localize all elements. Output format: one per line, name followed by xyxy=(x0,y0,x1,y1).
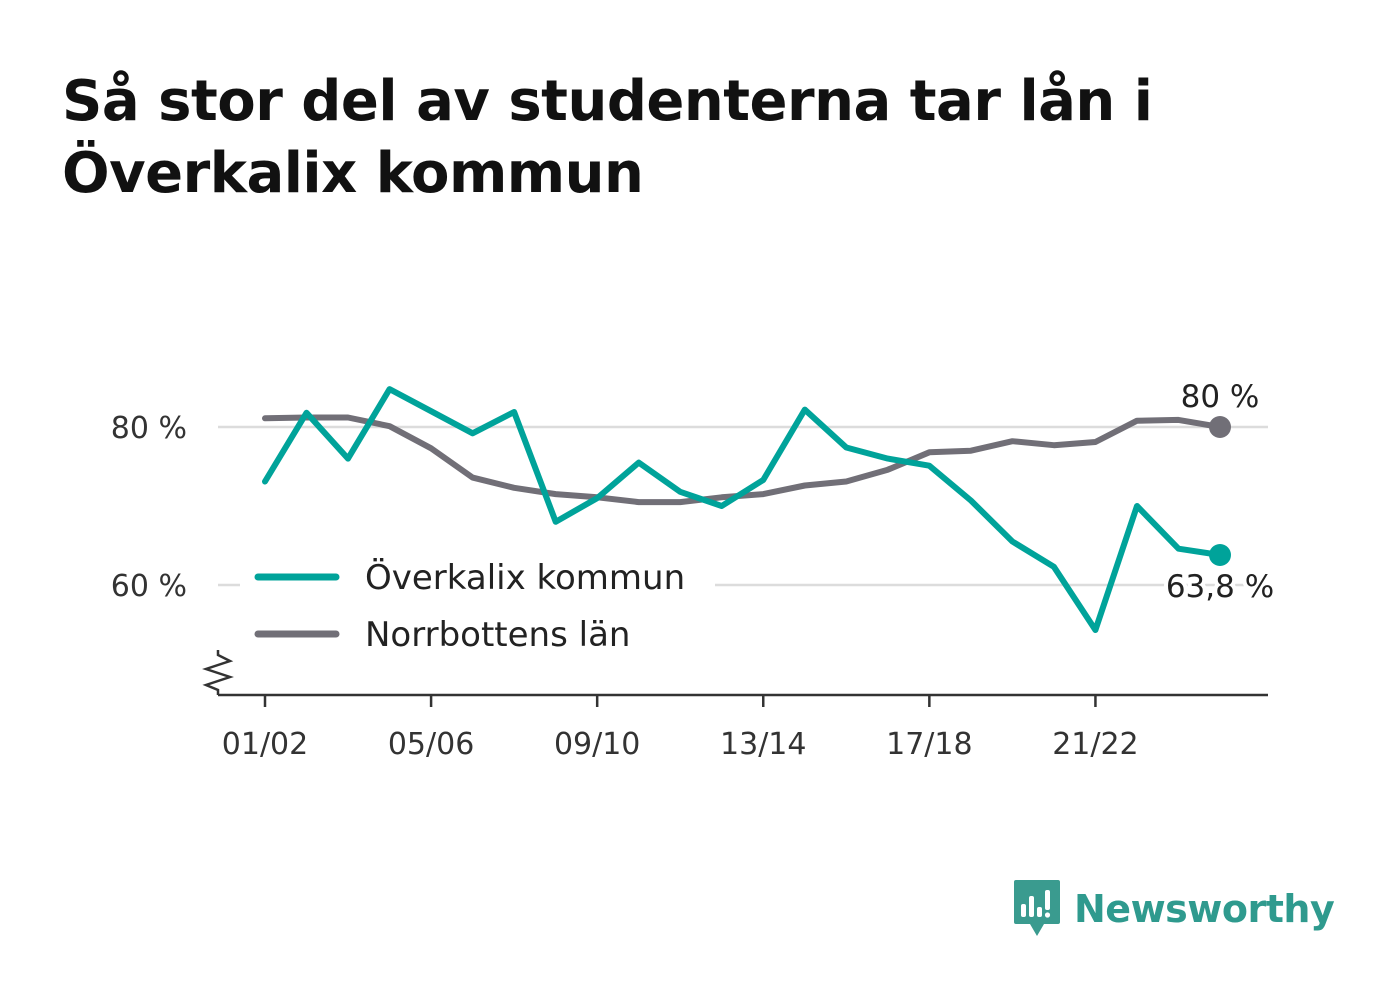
x-tick-label: 17/18 xyxy=(886,727,972,762)
series-lines xyxy=(262,386,1223,633)
legend-label-overkalix: Överkalix kommun xyxy=(365,557,685,598)
chart-title: Så stor del av studenterna tar lån i Öve… xyxy=(62,69,1153,206)
y-tick-labels: 60 % 80 % xyxy=(111,411,187,604)
end-label-halo: 63,8 % xyxy=(1166,569,1274,605)
newsworthy-logo: Newsworthy xyxy=(1012,878,1335,940)
end-marker-overkalix xyxy=(1209,543,1231,566)
y-tick-label: 60 % xyxy=(111,569,187,604)
newsworthy-chart-bubble-icon xyxy=(1014,880,1060,936)
x-axis: 01/02 05/06 09/10 13/14 17/18 21/22 xyxy=(202,650,1268,762)
x-tick-label: 21/22 xyxy=(1052,727,1138,762)
end-label-overkalix: 63,8 % xyxy=(1166,569,1274,605)
end-label-halo: 80 % xyxy=(1181,379,1260,415)
series-line-overkalix xyxy=(262,386,1223,633)
legend-label-norrbotten: Norrbottens län xyxy=(365,615,630,655)
x-tick-label: 09/10 xyxy=(554,727,640,762)
x-tick-label: 05/06 xyxy=(388,727,474,762)
x-tick-label: 13/14 xyxy=(720,727,806,762)
end-label-norrbotten: 80 % xyxy=(1181,379,1260,415)
y-axis-break xyxy=(202,650,234,695)
legend: Överkalix kommun Norrbottens län xyxy=(240,550,715,660)
y-tick-label: 80 % xyxy=(111,411,187,446)
brand-name: Newsworthy xyxy=(1074,887,1335,931)
legend-background xyxy=(240,550,715,660)
x-tick-label: 01/02 xyxy=(222,727,308,762)
end-marker-norrbotten xyxy=(1209,416,1231,438)
end-markers: 63,8 %63,8 %80 %80 % xyxy=(1162,375,1278,609)
